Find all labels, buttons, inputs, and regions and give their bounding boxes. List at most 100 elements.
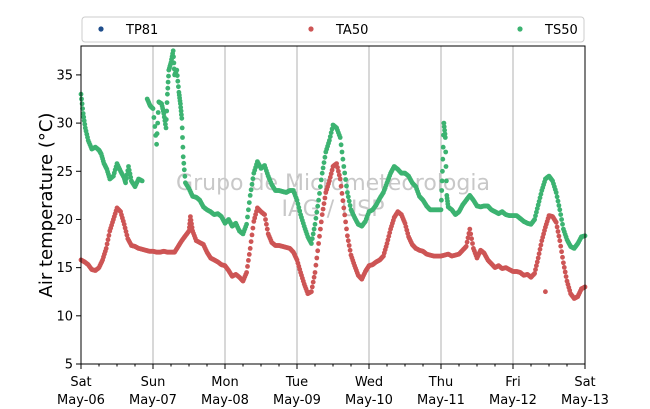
data-point — [175, 78, 181, 84]
data-point — [336, 168, 341, 174]
data-point — [318, 177, 324, 183]
data-point — [465, 235, 471, 241]
data-point — [182, 173, 188, 179]
data-point — [314, 209, 320, 215]
data-point — [316, 197, 321, 203]
data-point — [557, 207, 563, 213]
data-point — [246, 258, 251, 263]
data-point — [154, 131, 160, 137]
data-point — [558, 243, 564, 249]
x-tick-label-date: May-07 — [129, 393, 177, 408]
data-point — [181, 160, 187, 166]
data-point — [340, 156, 346, 162]
data-point — [336, 172, 342, 178]
data-point — [263, 217, 268, 222]
data-point — [328, 171, 334, 177]
data-point — [180, 135, 185, 140]
data-point — [345, 233, 350, 239]
data-point — [262, 212, 267, 218]
data-point — [439, 178, 445, 184]
data-point — [341, 164, 347, 169]
data-point — [250, 176, 256, 182]
data-point — [533, 267, 538, 272]
data-point — [346, 243, 352, 248]
data-point — [439, 188, 445, 193]
data-point — [535, 202, 541, 208]
x-tick-label-date: May-11 — [417, 393, 465, 408]
data-point — [469, 236, 474, 242]
data-point — [342, 212, 348, 218]
data-point — [166, 73, 171, 79]
data-point — [346, 198, 352, 204]
x-tick-label-day: Sat — [574, 375, 595, 390]
data-point — [538, 242, 544, 248]
data-point — [121, 221, 127, 227]
x-tick-label-day: Fri — [505, 375, 521, 390]
data-point — [106, 233, 112, 238]
data-point — [163, 125, 169, 131]
x-axis: Sat May-06 Sun May-07 Mon May-08 Tue May-09 Wed M… — [57, 364, 609, 408]
data-point — [309, 236, 315, 242]
data-point — [174, 67, 180, 73]
data-point — [188, 217, 194, 223]
data-point — [563, 274, 569, 279]
data-point — [555, 198, 561, 204]
data-point — [467, 226, 473, 232]
data-point — [345, 194, 351, 200]
legend-box — [81, 16, 585, 43]
data-point — [80, 111, 86, 116]
data-point — [311, 274, 317, 280]
data-point — [245, 214, 250, 220]
data-point — [123, 180, 128, 186]
data-point — [537, 246, 543, 252]
data-point — [337, 176, 343, 182]
data-point — [126, 164, 131, 169]
y-tick-label: 5 — [65, 358, 73, 373]
data-point — [313, 262, 319, 268]
data-point — [554, 224, 560, 230]
data-point — [335, 165, 340, 170]
data-point — [180, 144, 186, 150]
data-point — [81, 114, 87, 120]
data-point — [443, 164, 449, 169]
data-point — [536, 251, 542, 257]
data-point — [536, 199, 542, 204]
data-point — [186, 228, 192, 234]
y-tick-label: 30 — [56, 117, 73, 132]
legend-marker-TP81 — [98, 26, 104, 32]
data-point — [180, 154, 186, 160]
data-point — [318, 226, 323, 232]
data-point — [247, 246, 253, 251]
data-point — [165, 91, 170, 97]
data-point — [463, 244, 469, 249]
data-point — [163, 117, 169, 122]
data-point — [314, 255, 320, 261]
legend-label-TA50: TA50 — [335, 23, 368, 38]
data-point — [537, 195, 543, 201]
data-point — [559, 217, 564, 222]
data-point — [318, 219, 324, 225]
x-tick-label-day: Sat — [70, 375, 91, 390]
data-point — [438, 207, 444, 213]
y-axis-label: Air temperature (°C) — [36, 113, 57, 298]
legend-marker-TA50 — [308, 26, 314, 32]
data-point — [555, 229, 561, 234]
data-point — [171, 54, 176, 60]
data-point — [178, 108, 184, 114]
data-point — [535, 255, 541, 261]
data-point — [558, 212, 564, 218]
data-point — [441, 120, 447, 126]
data-point — [441, 124, 447, 130]
data-point — [310, 231, 316, 237]
data-point — [309, 289, 314, 295]
data-point — [532, 217, 537, 222]
data-point — [340, 198, 346, 204]
data-point — [81, 118, 87, 124]
data-point — [313, 215, 319, 221]
data-points — [78, 48, 588, 301]
y-tick-label: 10 — [56, 309, 73, 324]
data-point — [317, 191, 322, 196]
data-point — [245, 264, 250, 269]
data-point — [312, 270, 318, 275]
